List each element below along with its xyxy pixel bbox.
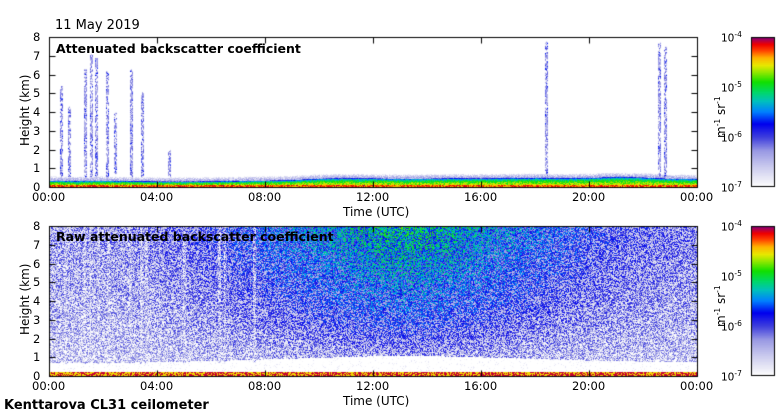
ytick-label: 2 [33, 142, 41, 157]
ytick-label: 4 [33, 294, 41, 308]
ytick-label: 6 [33, 67, 41, 82]
ytick-label: 1 [33, 350, 41, 365]
y-axis-title: Height (km) [18, 74, 32, 146]
colorbar-tick-label: 10-7 [721, 180, 742, 195]
date-label: 11 May 2019 [55, 18, 140, 33]
ytick-label: 0 [33, 180, 41, 194]
xtick-label: 00:00 [32, 379, 66, 393]
xtick-label: 16:00 [464, 379, 498, 393]
ytick-label: 6 [33, 256, 41, 271]
colorbar-axis-title: m-1 sr-1 [713, 96, 728, 138]
ytick-label: 3 [33, 312, 41, 327]
xtick-label: 04:00 [140, 379, 174, 393]
ytick-label: 0 [33, 369, 41, 383]
ytick-label: 8 [33, 30, 41, 44]
colorbar-tick-label: 10-4 [721, 30, 742, 45]
ytick-label: 3 [33, 123, 41, 138]
instrument-caption: Kenttarova CL31 ceilometer [4, 398, 209, 413]
ytick-label: 8 [33, 219, 41, 233]
xtick-label: 04:00 [140, 190, 174, 204]
xtick-label: 08:00 [248, 190, 282, 204]
xtick-label: 00:00 [32, 190, 66, 204]
xtick-label: 20:00 [572, 379, 606, 393]
ytick-label: 5 [33, 86, 41, 101]
ytick-label: 1 [33, 161, 41, 176]
colorbar-tick-label: 10-6 [721, 130, 742, 145]
ytick-label: 5 [33, 275, 41, 290]
xtick-label: 00:00 [680, 379, 714, 393]
ytick-label: 4 [33, 105, 41, 119]
ytick-label: 7 [33, 237, 41, 252]
colorbar-tick-label: 10-5 [721, 269, 742, 284]
x-axis-title: Time (UTC) [343, 205, 410, 219]
ytick-label: 2 [33, 331, 41, 346]
xtick-label: 12:00 [356, 379, 390, 393]
colorbar-tick-label: 10-4 [721, 219, 742, 234]
panel-title-attenuated: Attenuated backscatter coefficient [56, 41, 301, 56]
colorbar-tick-label: 10-6 [721, 319, 742, 334]
colorbar-axis-title: m-1 sr-1 [713, 285, 728, 327]
y-axis-title: Height (km) [18, 263, 32, 335]
xtick-label: 20:00 [572, 190, 606, 204]
xtick-label: 16:00 [464, 190, 498, 204]
xtick-label: 08:00 [248, 379, 282, 393]
panel-title-raw: Raw attenuated backscatter coefficient [56, 229, 334, 244]
xtick-label: 00:00 [680, 190, 714, 204]
xtick-label: 12:00 [356, 190, 390, 204]
colorbar-tick-label: 10-7 [721, 369, 742, 384]
colorbar-tick-label: 10-5 [721, 80, 742, 95]
x-axis-title: Time (UTC) [343, 394, 410, 408]
ytick-label: 7 [33, 48, 41, 63]
